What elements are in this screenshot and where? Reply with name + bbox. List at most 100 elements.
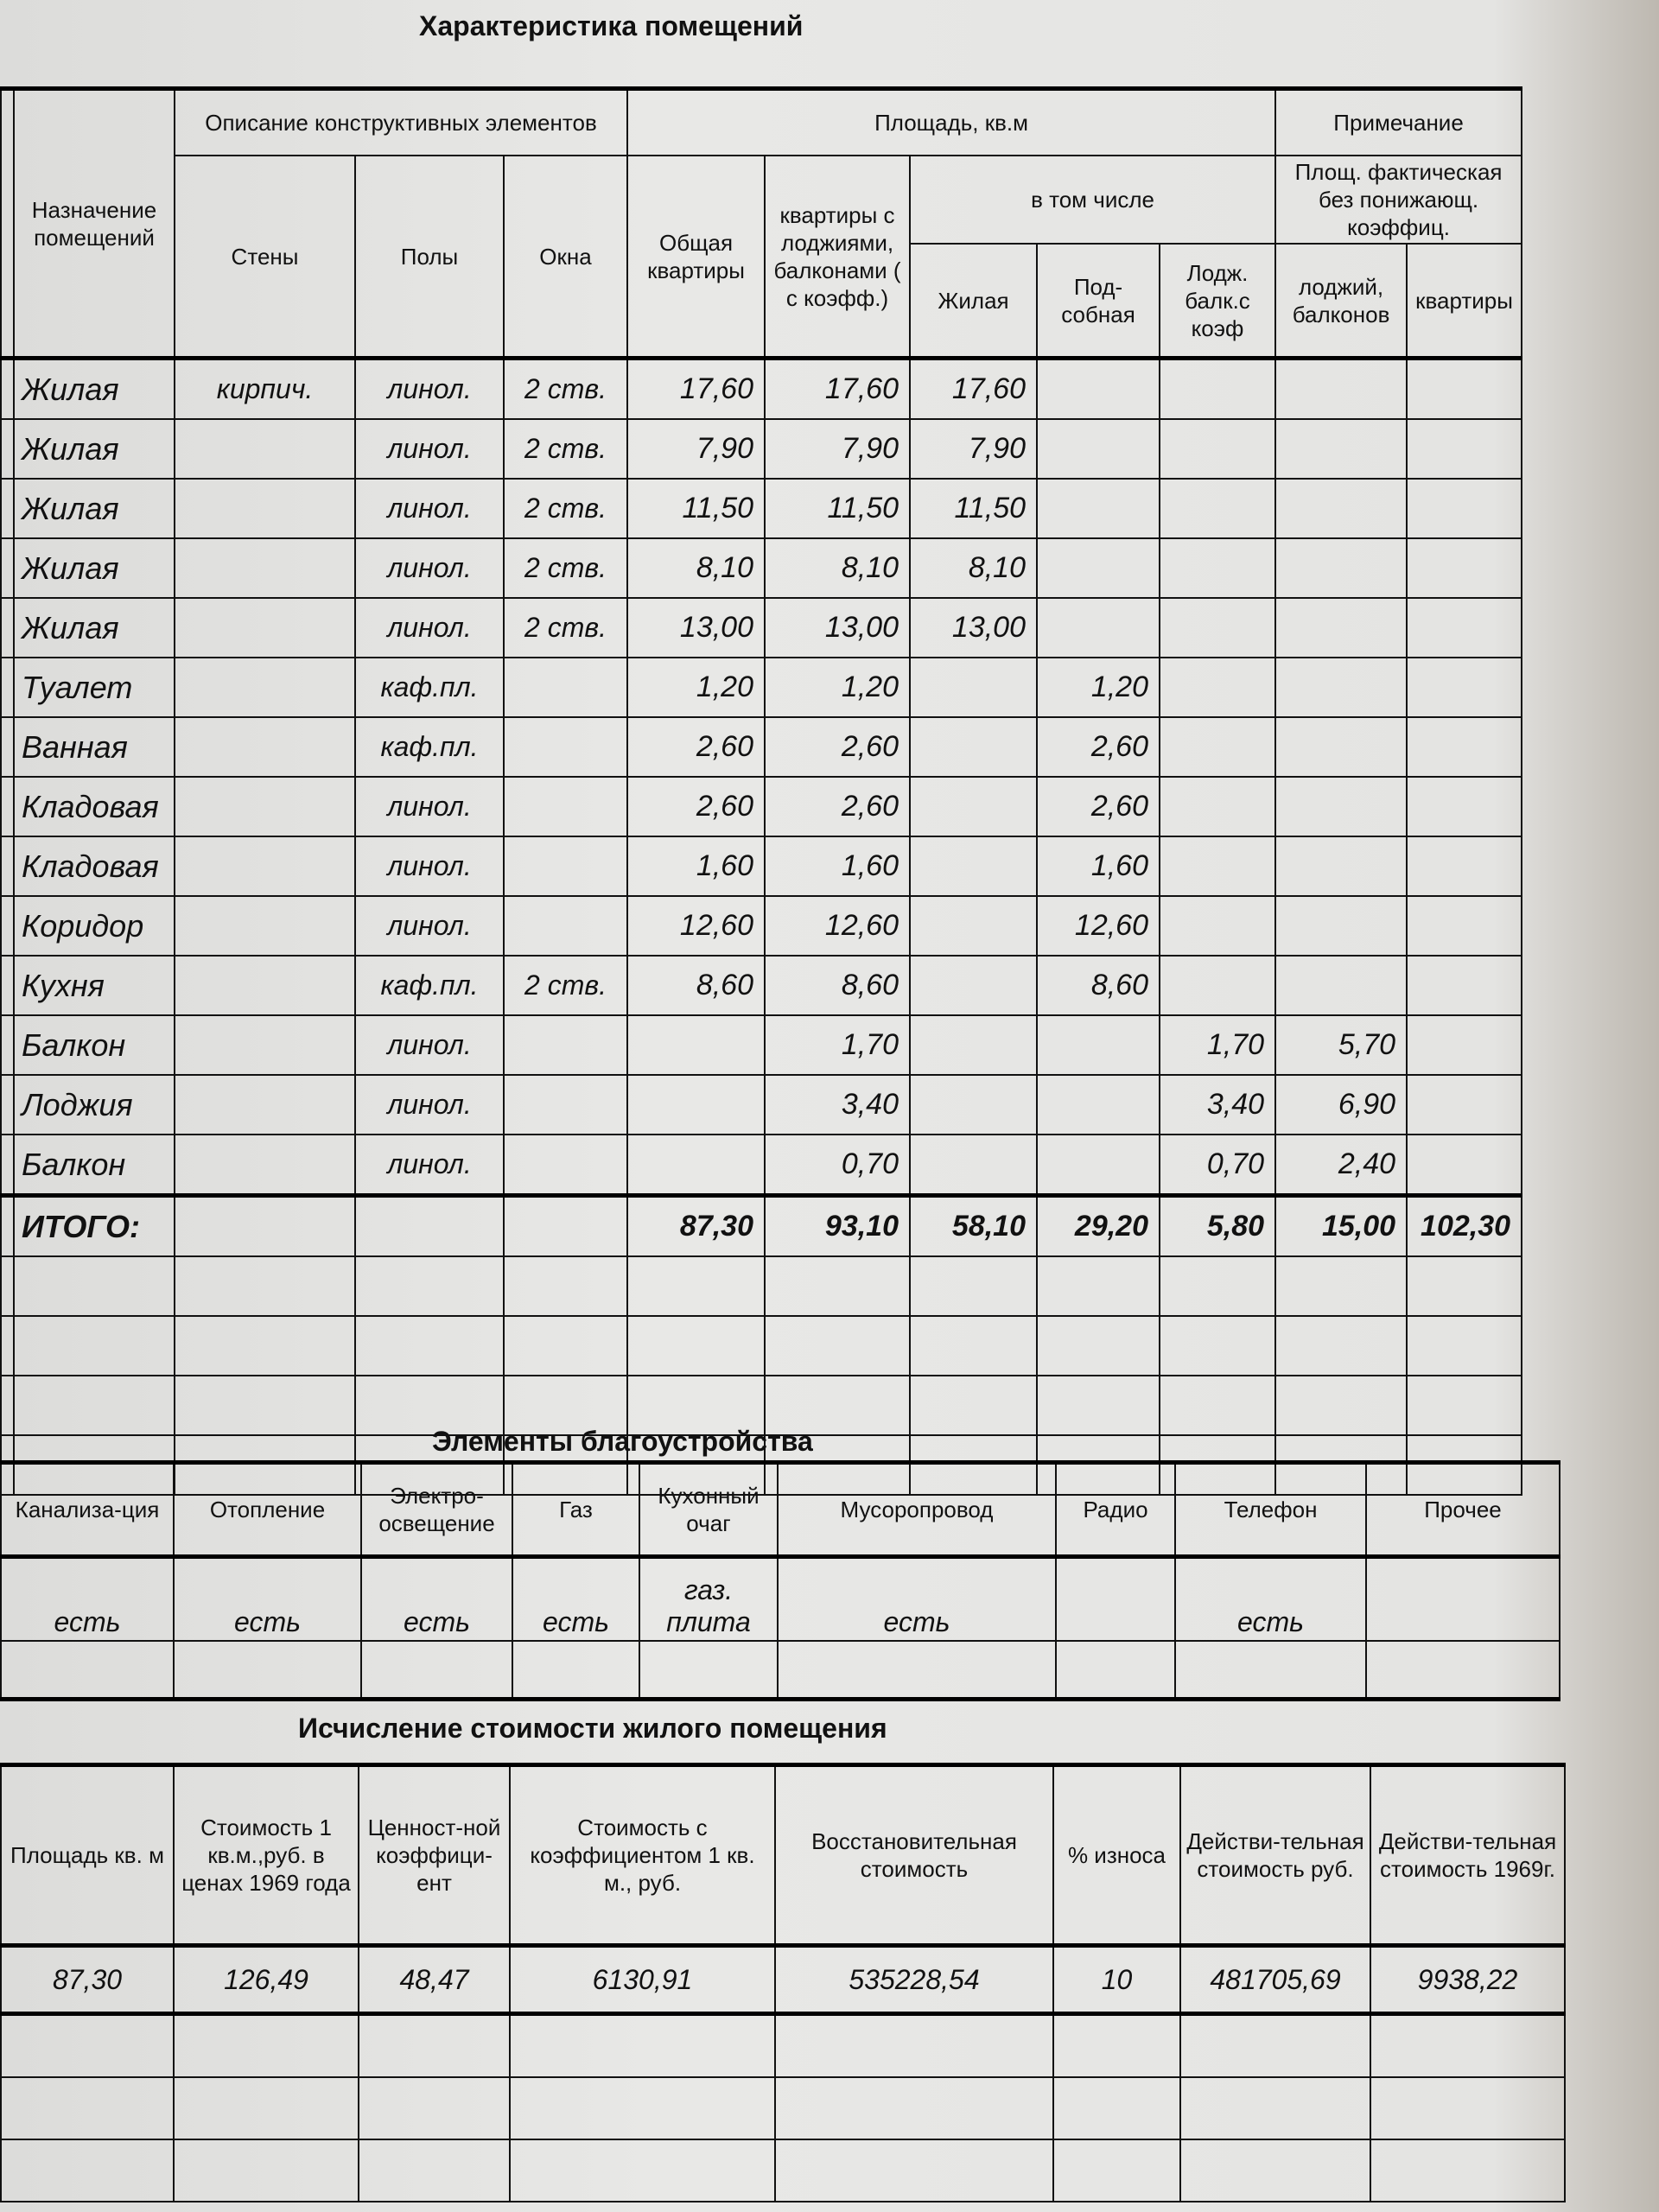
margin-cell xyxy=(0,716,15,778)
empty-cell xyxy=(1274,1375,1408,1436)
table-row: Кухня каф.пл. 2 ств. 8,60 8,60 8,60 xyxy=(0,955,1523,1016)
floors-cell: линол. xyxy=(354,537,505,599)
floors-cell: линол. xyxy=(354,1134,505,1197)
section2-title: Элементы благоустройства xyxy=(432,1426,813,1457)
empty-cell xyxy=(502,1375,629,1436)
total-living: 58,10 xyxy=(909,1194,1039,1257)
total-area-cell: 13,00 xyxy=(626,597,766,658)
empty-cell xyxy=(909,1255,1039,1317)
walls-cell xyxy=(174,478,356,539)
empty-cell xyxy=(173,2139,359,2202)
floors-cell: линол. xyxy=(354,895,505,957)
actual-apartment-cell xyxy=(1406,1074,1523,1135)
empty-cell xyxy=(358,2076,511,2140)
loggia-coef-cell xyxy=(1159,418,1277,480)
auxiliary-area-cell: 2,60 xyxy=(1036,776,1161,837)
actual-apartment-cell xyxy=(1406,716,1523,778)
table-row: Жилая кирпич. линол. 2 ств. 17,60 17,60 17,60 xyxy=(0,357,1523,420)
room-name: Балкон xyxy=(13,1014,175,1076)
amenity-header: Отопление xyxy=(173,1461,362,1558)
living-area-cell: 13,00 xyxy=(909,597,1039,658)
empty-cell xyxy=(1406,1315,1523,1376)
loggia-coef-cell xyxy=(1159,657,1277,718)
total-actual-loggia: 15,00 xyxy=(1274,1194,1408,1257)
walls-cell xyxy=(174,1134,356,1197)
header-windows: Окна xyxy=(502,155,629,360)
empty-cell xyxy=(1052,2076,1181,2140)
empty-cell xyxy=(512,1640,640,1700)
empty-cell xyxy=(777,1640,1057,1700)
empty-cell xyxy=(0,1255,15,1317)
total-area-cell: 8,10 xyxy=(626,537,766,599)
total-loggia: 5,80 xyxy=(1159,1194,1277,1257)
total-area-cell: 1,60 xyxy=(626,836,766,897)
header-auxiliary: Под-собная xyxy=(1036,243,1161,359)
header-loggias-balconies: лоджий, балконов xyxy=(1274,243,1408,359)
empty-cell xyxy=(1179,2076,1371,2140)
area-with-loggias-cell: 0,70 xyxy=(764,1134,912,1197)
room-name: Балкон xyxy=(13,1134,175,1197)
floors-cell: линол. xyxy=(354,478,505,539)
auxiliary-area-cell xyxy=(1036,1134,1161,1197)
windows-cell: 2 ств. xyxy=(502,357,629,420)
room-name: Жилая xyxy=(13,357,175,420)
empty-cell xyxy=(509,2076,776,2140)
empty-cell xyxy=(358,2139,511,2202)
empty-cell xyxy=(354,1315,505,1376)
cost-value: 6130,91 xyxy=(509,1944,776,2015)
header-loggia-coef: Лодж. балк.с коэф xyxy=(1159,243,1277,359)
empty-cell xyxy=(174,1194,356,1257)
actual-loggia-cell xyxy=(1274,895,1408,957)
margin-cell xyxy=(0,1074,15,1135)
empty-cell xyxy=(764,1255,912,1317)
floors-cell: каф.пл. xyxy=(354,955,505,1016)
actual-loggia-cell: 6,90 xyxy=(1274,1074,1408,1135)
empty-cell xyxy=(909,1315,1039,1376)
empty-cell xyxy=(0,1375,15,1436)
actual-apartment-cell xyxy=(1406,1014,1523,1076)
margin-cell xyxy=(0,537,15,599)
header-note: Примечание xyxy=(1274,87,1523,156)
room-name: Жилая xyxy=(13,418,175,480)
total-area-cell: 8,60 xyxy=(626,955,766,1016)
room-name: Кладовая xyxy=(13,836,175,897)
total-area-cell xyxy=(626,1134,766,1197)
empty-cell xyxy=(1179,2012,1371,2078)
actual-apartment-cell xyxy=(1406,597,1523,658)
empty-cell xyxy=(1174,1640,1367,1700)
empty-cell xyxy=(502,1315,629,1376)
empty-cell xyxy=(1370,2076,1566,2140)
amenities-table: Канализа-ция Отопление Электро-освещение Га… xyxy=(0,1460,1560,1701)
cost-table: Площадь кв. м Стоимость 1 кв.м.,руб. в це… xyxy=(0,1763,1566,2202)
empty-cell xyxy=(1036,1255,1161,1317)
loggia-coef-cell xyxy=(1159,597,1277,658)
empty-cell xyxy=(1052,2012,1181,2078)
cost-value: 87,30 xyxy=(0,1944,175,2015)
room-name: Лоджия xyxy=(13,1074,175,1135)
windows-cell: 2 ств. xyxy=(502,418,629,480)
margin-cell xyxy=(0,478,15,539)
empty-cell xyxy=(1274,1315,1408,1376)
floors-cell: линол. xyxy=(354,836,505,897)
empty-cell xyxy=(764,1375,912,1436)
amenity-value: газ. плита xyxy=(639,1555,779,1642)
actual-apartment-cell xyxy=(1406,657,1523,718)
living-area-cell xyxy=(909,1074,1039,1135)
empty-cell xyxy=(1179,2139,1371,2202)
windows-cell xyxy=(502,1014,629,1076)
room-name: Коридор xyxy=(13,895,175,957)
empty-cell xyxy=(173,1640,362,1700)
living-area-cell xyxy=(909,1014,1039,1076)
amenity-header: Телефон xyxy=(1174,1461,1367,1558)
empty-cell xyxy=(13,1255,175,1317)
living-area-cell xyxy=(909,716,1039,778)
windows-cell xyxy=(502,1074,629,1135)
empty-cell xyxy=(0,2076,175,2140)
empty-cell xyxy=(1274,1255,1408,1317)
walls-cell xyxy=(174,716,356,778)
windows-cell: 2 ств. xyxy=(502,597,629,658)
table-row: Жилая линол. 2 ств. 13,00 13,00 13,00 xyxy=(0,597,1523,658)
header-construct: Описание конструктивных элементов xyxy=(173,87,629,156)
empty-cell xyxy=(774,2076,1054,2140)
margin-cell xyxy=(0,418,15,480)
